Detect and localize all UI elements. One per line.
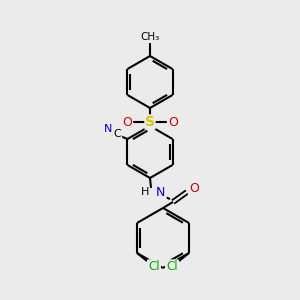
Text: H: H	[141, 187, 149, 197]
Text: N: N	[156, 185, 165, 199]
Text: S: S	[145, 115, 155, 129]
Text: O: O	[168, 116, 178, 128]
Text: Cl: Cl	[166, 260, 178, 274]
Text: O: O	[122, 116, 132, 128]
Text: O: O	[189, 182, 199, 194]
Text: CH₃: CH₃	[140, 32, 160, 42]
Text: Cl: Cl	[148, 260, 160, 274]
Text: N: N	[104, 124, 112, 134]
Text: C: C	[113, 129, 121, 139]
